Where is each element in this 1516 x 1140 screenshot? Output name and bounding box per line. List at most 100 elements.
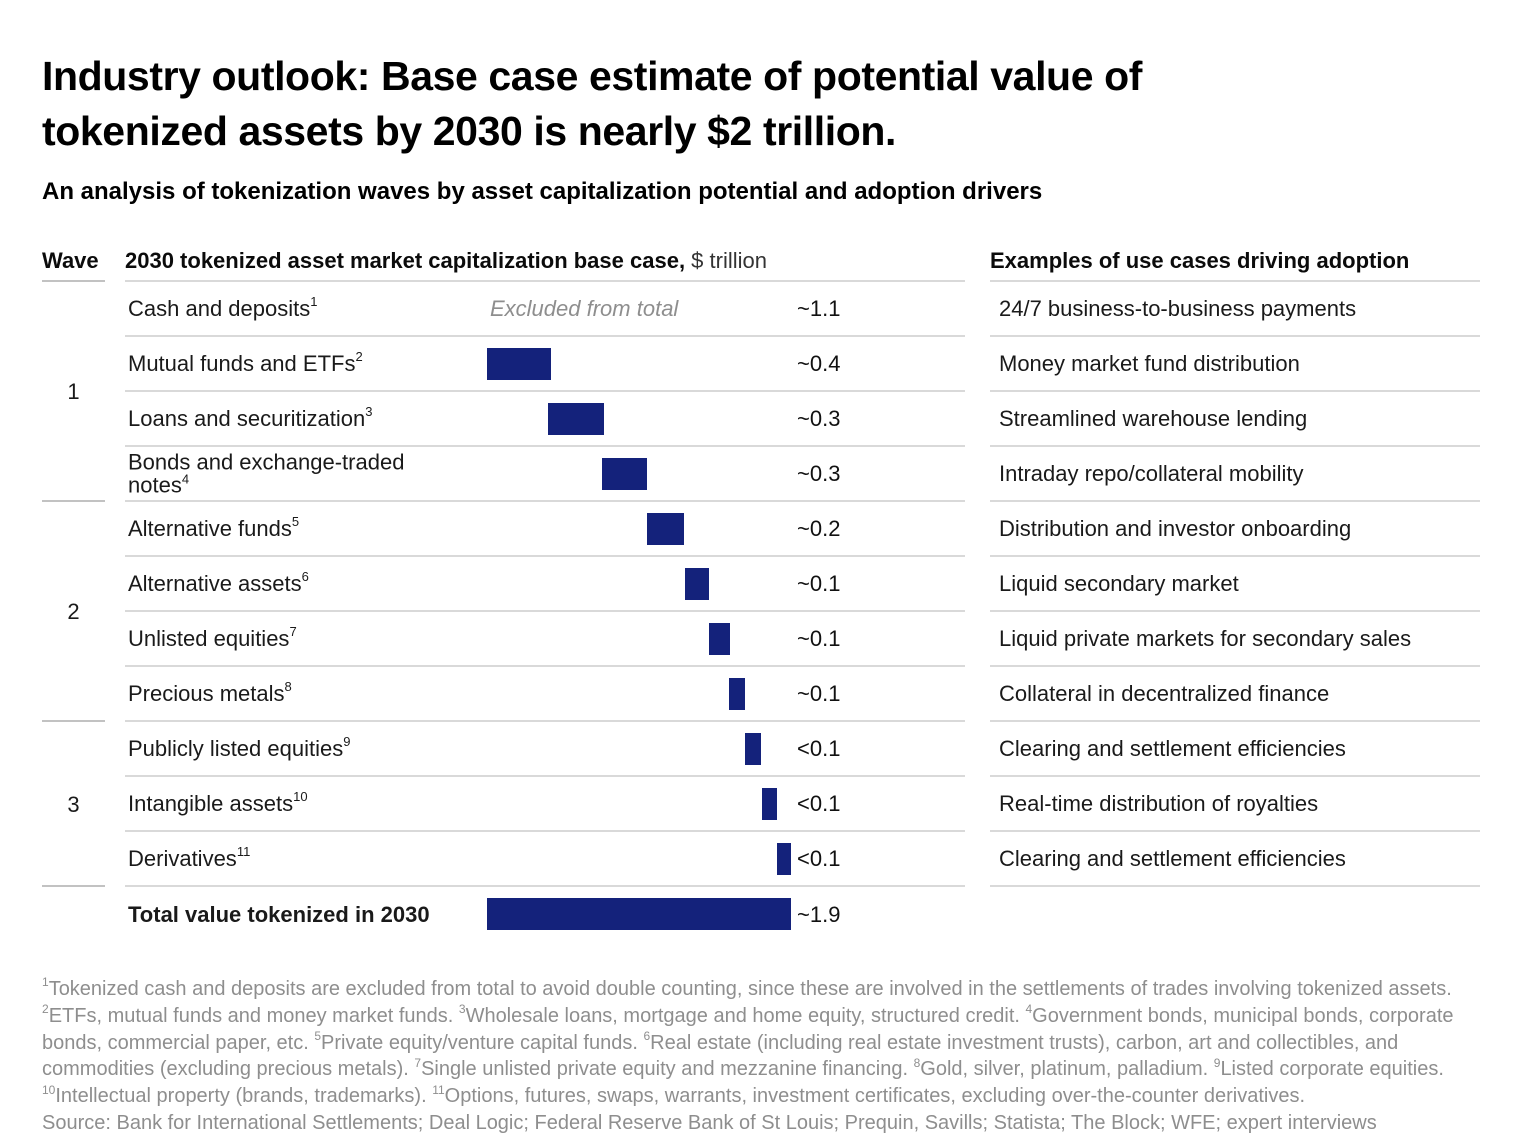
- asset-class-label: Loans and securitization: [128, 405, 366, 431]
- column-header-market-cap: 2030 tokenized asset market capitalizati…: [125, 248, 767, 274]
- footnote-ref: 9: [343, 734, 351, 750]
- table-row: Publicly listed equities9 <0.1 Clearing …: [42, 722, 1480, 777]
- asset-class-label: Alternative assets: [128, 570, 302, 596]
- footnote-number: 4: [1025, 1002, 1033, 1017]
- subtitle: An analysis of tokenization waves by ass…: [42, 178, 1043, 205]
- use-case-cell: Real-time distribution of royalties: [990, 777, 1480, 832]
- footnote-number: 11: [432, 1082, 445, 1097]
- total-value-bar: [487, 898, 791, 930]
- footnote-text: Private equity/venture capital funds.: [321, 1031, 644, 1054]
- value-label: <0.1: [797, 735, 841, 761]
- header-divider-mid: [125, 280, 965, 282]
- asset-class-label: Bonds and exchange-traded notes: [128, 448, 405, 498]
- total-row: Total value tokenized in 2030 ~1.9: [42, 887, 1480, 942]
- use-case-cell: Streamlined warehouse lending: [990, 392, 1480, 447]
- footnote-number: 5: [314, 1028, 322, 1043]
- footnote-ref: 6: [301, 569, 309, 585]
- footnote-number: 3: [458, 1002, 466, 1017]
- footnote-number: 8: [913, 1055, 921, 1070]
- footnotes-text: 1Tokenized cash and deposits are exclude…: [42, 976, 1490, 1110]
- footnote-number: 6: [643, 1028, 651, 1043]
- row-chart-cell: Loans and securitization3 ~0.3: [125, 392, 965, 447]
- wave-divider: [42, 885, 105, 887]
- value-bar: [762, 788, 777, 820]
- footnote-text: Government bonds, municipal bonds, corpo…: [42, 1004, 1454, 1054]
- row-chart-cell: Derivatives11 <0.1: [125, 832, 965, 887]
- footnote-number: 2: [42, 1002, 49, 1017]
- row-chart-cell: Unlisted equities7 ~0.1: [125, 612, 965, 667]
- value-bar: [728, 678, 745, 710]
- page-title-line-1: Industry outlook: Base case estimate of …: [42, 53, 1142, 100]
- table-row: Bonds and exchange-traded notes4 ~0.3 In…: [42, 447, 1480, 502]
- asset-class-label: Derivatives: [128, 845, 237, 871]
- table-row: Mutual funds and ETFs2 ~0.4 Money market…: [42, 337, 1480, 392]
- table-row: Loans and securitization3 ~0.3 Streamlin…: [42, 392, 1480, 447]
- footnote-ref: 11: [236, 844, 251, 860]
- tokenization-table: Wave 2030 tokenized asset market capital…: [42, 248, 1480, 942]
- asset-class-label: Intangible assets: [128, 790, 294, 816]
- footnote-number: 7: [414, 1055, 422, 1070]
- row-chart-cell: Cash and deposits1 Excluded from total ~…: [125, 282, 965, 337]
- value-bar: [547, 403, 604, 435]
- table-row: Unlisted equities7 ~0.1 Liquid private m…: [42, 612, 1480, 667]
- value-bar: [602, 458, 647, 490]
- header-divider-use: [990, 280, 1480, 282]
- total-value-label: ~1.9: [797, 901, 841, 927]
- asset-class-label: Cash and deposits: [128, 295, 311, 321]
- row-chart-cell: Precious metals8 ~0.1: [125, 667, 965, 722]
- value-bar: [685, 568, 710, 600]
- value-bar: [744, 733, 761, 765]
- table-body: Cash and deposits1 Excluded from total ~…: [42, 280, 1480, 887]
- value-label: ~0.1: [797, 680, 841, 706]
- column-header-use-cases: Examples of use cases driving adoption: [990, 248, 1410, 273]
- value-bar: [647, 513, 684, 545]
- asset-class-label: Mutual funds and ETFs: [128, 350, 356, 376]
- wave-group-label: 1: [67, 379, 80, 404]
- footnote-ref: 3: [365, 404, 373, 420]
- use-case-cell: Clearing and settlement efficiencies: [990, 832, 1480, 887]
- footnote-ref: 10: [293, 789, 308, 805]
- value-label: ~0.1: [797, 570, 841, 596]
- value-label: ~0.2: [797, 515, 841, 541]
- wave-divider: [42, 500, 105, 502]
- footnote-ref: 4: [181, 471, 190, 487]
- footnote-text: Single unlisted private equity and mezza…: [421, 1058, 914, 1081]
- footnote-ref: 1: [310, 294, 318, 310]
- asset-class-label: Unlisted equities: [128, 625, 290, 651]
- value-label: ~1.1: [797, 295, 841, 321]
- page-title: Industry outlook: Base case estimate of …: [42, 49, 1222, 157]
- row-chart-cell: Alternative assets6 ~0.1: [125, 557, 965, 612]
- use-case-cell: Collateral in decentralized finance: [990, 667, 1480, 722]
- page-title-line-2: tokenized assets by 2030 is nearly $2 tr…: [42, 107, 896, 154]
- column-header-market-cap-bold: 2030 tokenized asset market capitalizati…: [125, 248, 686, 273]
- value-label: <0.1: [797, 845, 841, 871]
- value-label: ~0.3: [797, 460, 841, 486]
- row-chart-cell: Intangible assets10 <0.1: [125, 777, 965, 832]
- column-header-unit: $ trillion: [685, 248, 767, 273]
- footnote-number: 9: [1213, 1055, 1221, 1070]
- table-row: Derivatives11 <0.1 Clearing and settleme…: [42, 832, 1480, 887]
- footnote-text: Wholesale loans, mortgage and home equit…: [465, 1004, 1026, 1027]
- value-label: ~0.3: [797, 405, 841, 431]
- table-row: Precious metals8 ~0.1 Collateral in dece…: [42, 667, 1480, 722]
- column-header-wave: Wave: [42, 248, 99, 273]
- wave-group-label: 3: [67, 791, 80, 817]
- row-chart-cell: Alternative funds5 ~0.2: [125, 502, 965, 557]
- footnote-ref: 7: [289, 624, 297, 640]
- source-line: Source: Bank for International Settlemen…: [42, 1111, 1377, 1134]
- row-chart-cell: Bonds and exchange-traded notes4 ~0.3: [125, 447, 965, 502]
- value-label: ~0.4: [797, 350, 841, 376]
- value-label: ~0.1: [797, 625, 841, 651]
- table-header-row: Wave 2030 tokenized asset market capital…: [42, 248, 1480, 282]
- table-row: Alternative assets6 ~0.1 Liquid secondar…: [42, 557, 1480, 612]
- use-case-cell: Distribution and investor onboarding: [990, 502, 1480, 557]
- footnote-text: Real estate (including real estate inves…: [42, 1031, 1399, 1081]
- excluded-note: Excluded from total: [490, 295, 679, 321]
- use-case-cell: Clearing and settlement efficiencies: [990, 722, 1480, 777]
- table-row: Alternative funds5 ~0.2 Distribution and…: [42, 502, 1480, 557]
- footnote-text: Gold, silver, platinum, palladium.: [920, 1058, 1214, 1081]
- value-bar: [709, 623, 731, 655]
- value-bar: [776, 843, 791, 875]
- value-label: <0.1: [797, 790, 841, 816]
- table-row: Intangible assets10 <0.1 Real-time distr…: [42, 777, 1480, 832]
